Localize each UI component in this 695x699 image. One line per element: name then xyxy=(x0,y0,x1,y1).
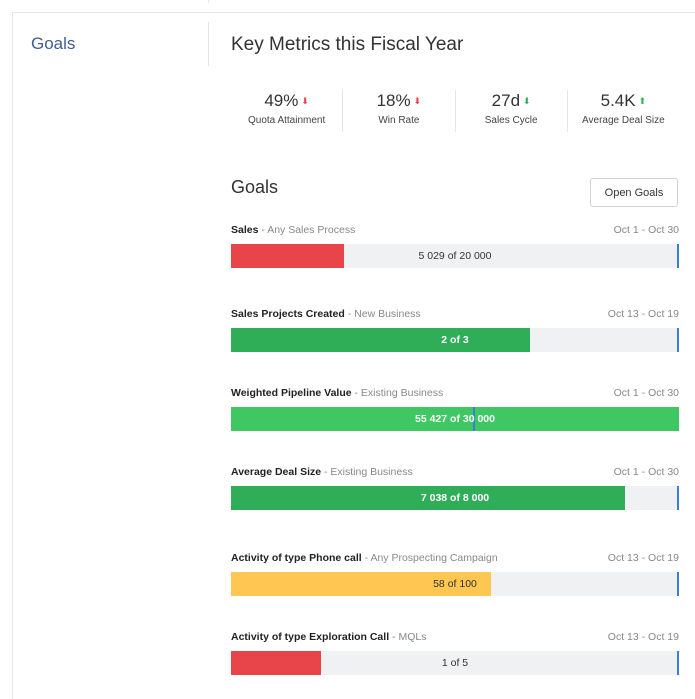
goal-target-marker xyxy=(473,407,475,431)
metric-value: 27d xyxy=(491,91,521,110)
goal-sales[interactable]: Sales - Any Sales Process Oct 1 - Oct 30… xyxy=(231,223,679,268)
goal-progress-label: 1 of 5 xyxy=(441,657,469,669)
goal-target-marker xyxy=(677,244,679,268)
goal-progress-fill xyxy=(231,651,321,675)
metric-label: Win Rate xyxy=(378,115,420,126)
metric-win-rate: 18% ⬇ Win Rate xyxy=(342,90,454,132)
goal-progress-label: 55 427 of 30 000 xyxy=(415,413,495,425)
goal-average-deal-size[interactable]: Average Deal Size - Existing Business Oc… xyxy=(231,465,679,510)
goal-progress-bar: 55 427 of 30 000 xyxy=(231,407,679,431)
page-title: Key Metrics this Fiscal Year xyxy=(231,34,464,55)
metric-value: 5.4K xyxy=(600,91,636,110)
metric-value: 49% xyxy=(264,91,299,110)
arrow-down-icon: ⬇ xyxy=(523,96,531,106)
metric-quota-attainment: 49% ⬇ Quota Attainment xyxy=(231,90,342,132)
goal-activity-exploration-call[interactable]: Activity of type Exploration Call - MQLs… xyxy=(231,630,679,675)
vertical-divider xyxy=(208,22,209,66)
arrow-down-icon: ⬇ xyxy=(413,96,422,106)
top-divider xyxy=(208,0,209,3)
goal-subtitle: - New Business xyxy=(344,308,421,320)
goal-target-marker xyxy=(677,486,679,510)
goal-sales-projects-created[interactable]: Sales Projects Created - New Business Oc… xyxy=(231,307,679,352)
goal-progress-label: 58 of 100 xyxy=(433,578,477,590)
goal-name: Activity of type Phone call xyxy=(231,552,362,564)
open-goals-button[interactable]: Open Goals xyxy=(590,178,678,207)
metric-sales-cycle: 27d ⬇ Sales Cycle xyxy=(454,90,567,132)
metric-label: Average Deal Size xyxy=(582,115,665,126)
goal-name: Sales Projects Created xyxy=(231,308,345,320)
goal-dates: Oct 13 - Oct 19 xyxy=(607,631,679,643)
goal-name: Activity of type Exploration Call xyxy=(231,631,390,643)
goal-subtitle: - MQLs xyxy=(389,631,427,643)
metric-value: 18% xyxy=(376,91,411,110)
goal-subtitle: - Any Prospecting Campaign xyxy=(361,552,498,564)
goal-name: Weighted Pipeline Value xyxy=(231,387,352,399)
goal-progress-bar: 7 038 of 8 000 xyxy=(231,486,679,510)
metric-label: Sales Cycle xyxy=(484,115,538,126)
goal-target-marker xyxy=(677,651,679,675)
goal-progress-bar: 58 of 100 xyxy=(231,572,679,596)
goal-progress-bar: 2 of 3 xyxy=(231,328,679,352)
goal-name: Average Deal Size xyxy=(231,466,322,478)
goal-dates: Oct 13 - Oct 19 xyxy=(607,552,679,564)
goal-progress-label: 2 of 3 xyxy=(441,334,469,346)
metric-average-deal-size: 5.4K ⬆ Average Deal Size xyxy=(566,90,679,132)
goal-target-marker xyxy=(677,328,679,352)
goal-subtitle: - Existing Business xyxy=(351,387,444,399)
goal-progress-fill xyxy=(231,486,625,510)
goal-progress-fill xyxy=(231,328,530,352)
sidebar-item-goals[interactable]: Goals xyxy=(31,34,76,53)
goal-progress-bar: 1 of 5 xyxy=(231,651,679,675)
goal-target-marker xyxy=(677,572,679,596)
goal-dates: Oct 13 - Oct 19 xyxy=(607,308,679,320)
arrow-up-icon: ⬆ xyxy=(638,96,647,106)
goal-progress-label: 7 038 of 8 000 xyxy=(420,492,490,504)
goal-subtitle: - Any Sales Process xyxy=(258,224,356,236)
goal-progress-label: 5 029 of 20 000 xyxy=(418,250,492,262)
goal-progress-fill xyxy=(231,572,491,596)
metric-label: Quota Attainment xyxy=(247,115,326,126)
goal-activity-phone-call[interactable]: Activity of type Phone call - Any Prospe… xyxy=(231,551,679,596)
goals-section-title: Goals xyxy=(231,177,279,197)
metrics-row: 49% ⬇ Quota Attainment 18% ⬇ Win Rate 27d ⬇… xyxy=(231,90,679,132)
goal-name: Sales xyxy=(231,224,259,236)
goal-dates: Oct 1 - Oct 30 xyxy=(613,387,679,399)
goal-dates: Oct 1 - Oct 30 xyxy=(613,224,679,236)
goal-weighted-pipeline-value[interactable]: Weighted Pipeline Value - Existing Busin… xyxy=(231,386,679,431)
goal-progress-fill xyxy=(231,244,344,268)
goal-dates: Oct 1 - Oct 30 xyxy=(613,466,679,478)
goal-progress-fill xyxy=(231,407,679,431)
goal-progress-bar: 5 029 of 20 000 xyxy=(231,244,679,268)
goal-subtitle: - Existing Business xyxy=(321,466,413,478)
arrow-down-icon: ⬇ xyxy=(301,96,309,106)
